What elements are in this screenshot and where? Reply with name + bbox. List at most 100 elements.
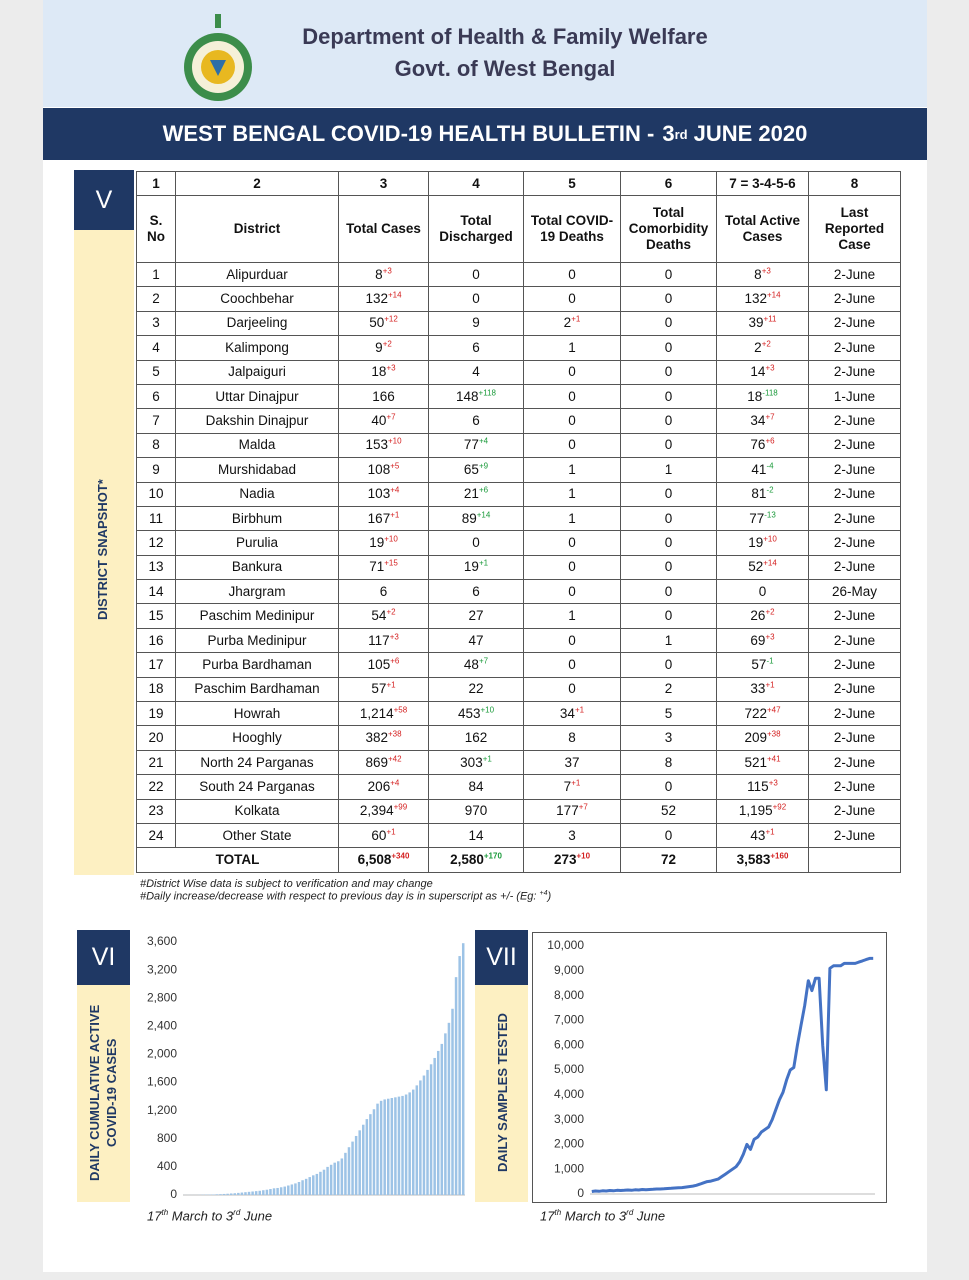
table-cell: 1,214+58 [338,701,429,727]
table-cell: 0 [523,432,621,459]
cell-change: +1 [386,827,396,837]
cell-value: 69 [750,632,766,648]
cell-change: +10 [384,534,398,544]
table-cell: 2-June [808,335,901,361]
cell-change: +5 [390,461,400,471]
table-cell: 2-June [808,286,901,312]
table-cell: 2-June [808,432,901,459]
table-cell: Jalpaiguri [175,359,339,385]
cell-change: +2 [765,607,775,617]
y-tick-label: 10,000 [547,938,584,952]
table-cell: 2-June [808,652,901,678]
table-cell: 0 [620,822,717,849]
table-cell: 22 [136,774,176,800]
chart-label: DAILY CUMULATIVE ACTIVE COVID-19 CASES [86,990,120,1195]
cell-value: 77 [463,437,479,453]
government: Govt. of West Bengal [394,56,616,81]
banner-title: WEST BENGAL COVID-19 HEALTH BULLETIN - [162,121,655,146]
table-cell: 1 [523,505,621,532]
table-cell: 7+1 [523,774,621,800]
table-cell: 1 [136,261,176,288]
cell-value: 303 [460,754,483,770]
table-cell: 2-June [808,457,901,483]
cell-change: +11 [763,314,777,324]
cell-change: +2 [761,339,771,349]
cell-change: +1 [386,680,396,690]
cell-change: +6 [478,485,489,495]
table-cell: 43+1 [716,822,809,849]
table-cell: District [175,195,339,263]
y-tick-label: 0 [577,1186,584,1200]
bar [387,1098,390,1195]
y-tick-label: 3,200 [147,962,177,976]
table-cell: 41-4 [716,457,809,483]
cell-change: +2 [382,339,392,349]
bar [229,1193,233,1195]
y-tick-label: 2,000 [554,1137,584,1151]
table-cell: 6 [428,408,524,434]
y-tick-label: 4,000 [554,1087,584,1101]
table-row: 1 Alipurduar 8+3 0 0 0 8+3 2-June [136,261,901,288]
table-cell: 72 [620,847,717,874]
table-cell: 2 [175,171,339,196]
period-text: June [633,1208,666,1224]
chart-label: DAILY SAMPLES TESTED [494,990,511,1195]
table-cell: 0 [620,359,717,385]
cell-value: 57 [751,656,767,672]
cell-value: 869 [365,754,388,770]
department: Department of Health & Family Welfare [302,24,708,49]
cell-change: +6 [390,656,400,666]
cell-change: +15 [384,558,398,568]
table-cell: 9 [428,310,524,337]
cell-change: +1 [482,754,492,763]
cell-change: +7 [765,412,775,422]
cell-value: 3,583 [736,852,771,868]
table-row: 12 Purulia 19+10 0 0 0 19+10 2-June [136,530,901,556]
cell-change: +10 [480,705,495,715]
table-cell: 6 [428,579,524,605]
cell-value: 8 [754,266,762,282]
table-cell: 0 [428,261,524,288]
bar [340,1158,344,1195]
table-cell: 2-June [808,676,901,703]
bar [272,1188,276,1195]
table-cell: 0 [620,286,717,312]
bar [290,1184,294,1195]
table-cell: 1 [523,481,621,507]
cell-value: 19 [369,534,385,550]
table-cell: Bankura [175,554,339,581]
table-cell: 71+15 [338,554,429,581]
cell-change: +4 [478,436,489,446]
table-cell: 2-June [808,554,901,581]
cell-value: 722 [744,705,767,721]
bar [312,1175,315,1195]
table-cell: 6 [428,335,524,361]
table-cell: 103+4 [338,481,429,507]
bar [351,1141,354,1195]
table-cell: 0 [620,505,717,532]
table-row: 13 Bankura 71+15 19+1 0 0 52+14 2-June [136,554,901,581]
bar [394,1097,397,1195]
table-cell: 0 [620,554,717,581]
table-cell: Jhargram [175,579,339,605]
bar [308,1177,311,1195]
chart: 0 400 800 1,200 1,600 2,000 2,400 2,800 3,200 3,6… [147,934,465,1201]
bar [433,1057,436,1195]
period-text: March to 3 [561,1208,627,1224]
table-row: 5 Jalpaiguri 18+3 4 0 0 14+3 2-June [136,359,901,385]
cell-value: 7 [563,778,572,794]
table-cell: 0 [523,383,621,410]
bar [247,1191,251,1195]
table-cell: 2-June [808,822,901,849]
table-cell: 0 [620,408,717,434]
header-row: S. No District Total Cases Total Discharged… [136,195,901,263]
note-sup: +4 [539,890,548,897]
table-cell: 4 [428,171,524,196]
table-row: 14 Jhargram 6 6 0 0 0 26-May [136,579,901,605]
table-cell: 1 [620,457,717,483]
table-cell: 16 [136,627,176,654]
table-cell: 0 [523,676,621,703]
table-cell: 722+47 [716,701,809,727]
cell-change: +7 [386,412,396,422]
cell-change: -13 [764,510,776,520]
